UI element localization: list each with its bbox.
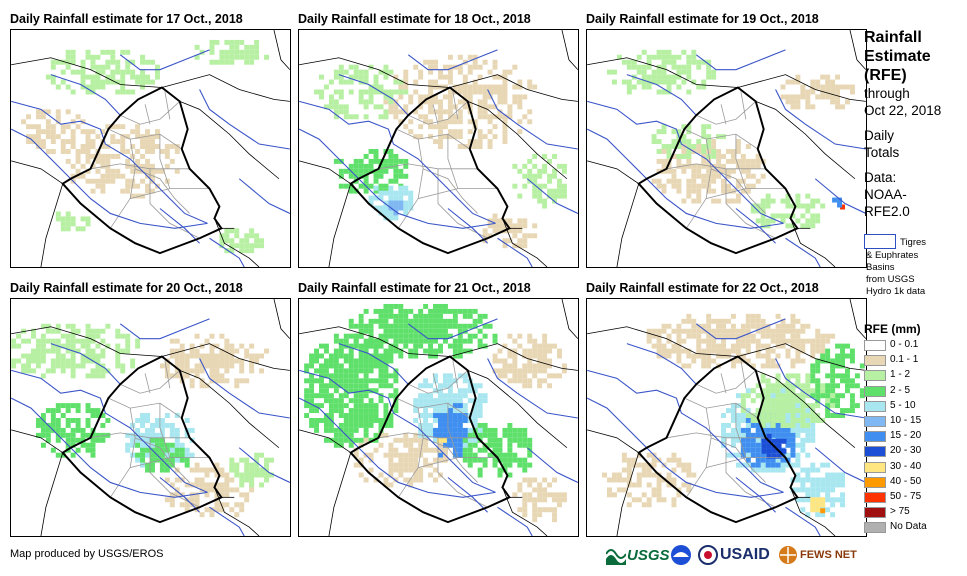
iraq-border bbox=[349, 355, 511, 524]
basin-text-1: Tigres bbox=[900, 237, 927, 248]
legend-label: 0.1 - 1 bbox=[890, 354, 919, 366]
legend-label: 5 - 10 bbox=[890, 399, 916, 411]
legend-label: No Data bbox=[890, 521, 927, 533]
iraq-border bbox=[637, 86, 799, 255]
legend-swatch bbox=[864, 522, 886, 534]
basin-swatch bbox=[864, 234, 896, 249]
iraq-border bbox=[61, 355, 223, 524]
panel-title-1: Daily Rainfall estimate for 17 Oct., 201… bbox=[10, 12, 243, 26]
legend-label: 30 - 40 bbox=[890, 460, 922, 472]
basin-lines bbox=[299, 318, 578, 536]
basin-text-3: Basins bbox=[866, 262, 895, 273]
legend-swatch bbox=[864, 431, 886, 443]
legend-label: > 75 bbox=[890, 506, 910, 518]
noaa-emblem-icon bbox=[671, 545, 691, 565]
province-boundaries bbox=[378, 360, 498, 508]
sidebar-through: through bbox=[864, 86, 910, 101]
basin-text-4: from USGS bbox=[866, 274, 915, 285]
legend-label: 10 - 15 bbox=[890, 415, 922, 426]
sidebar-title-2: Estimate bbox=[864, 48, 931, 65]
legend-label: 0 - 0.1 bbox=[890, 339, 919, 350]
noaa-logo bbox=[670, 542, 692, 568]
legend-title: RFE (mm) bbox=[864, 322, 921, 336]
rainfall-map-5 bbox=[298, 298, 579, 537]
iraq-border bbox=[637, 355, 799, 524]
usgs-logo: USGS bbox=[606, 542, 670, 568]
iraq-border bbox=[61, 86, 223, 255]
map-svg-6 bbox=[587, 299, 866, 536]
province-boundaries bbox=[90, 360, 210, 508]
usaid-logo-text: USAID bbox=[720, 546, 770, 563]
map-svg-5 bbox=[299, 299, 578, 536]
map-svg-3 bbox=[587, 30, 866, 267]
sidebar-noaa: NOAA- bbox=[864, 187, 907, 202]
usgs-logo-text: USGS bbox=[627, 546, 670, 564]
legend-label: 20 - 30 bbox=[890, 445, 922, 457]
sidebar-rfe: RFE2.0 bbox=[864, 204, 910, 219]
iraq-border bbox=[349, 86, 511, 255]
rainfall-field bbox=[21, 39, 269, 254]
legend-swatch bbox=[864, 492, 886, 503]
legend-swatch bbox=[864, 507, 886, 519]
fews-globe-icon bbox=[779, 546, 797, 564]
basin-lines bbox=[299, 49, 578, 267]
map-svg-4 bbox=[11, 299, 290, 536]
province-boundaries bbox=[90, 91, 210, 239]
basin-lines bbox=[11, 49, 290, 267]
sidebar-title-1: Rainfall bbox=[864, 29, 922, 46]
basin-text-5: Hydro 1k data bbox=[866, 286, 926, 297]
sidebar-totals: Totals bbox=[864, 145, 900, 160]
panel-title-4: Daily Rainfall estimate for 20 Oct., 201… bbox=[10, 281, 243, 295]
panel-title-5: Daily Rainfall estimate for 21 Oct., 201… bbox=[298, 281, 531, 295]
sidebar-date: Oct 22, 2018 bbox=[864, 103, 942, 118]
panel-title-6: Daily Rainfall estimate for 22 Oct., 201… bbox=[586, 281, 819, 295]
panel-title-2: Daily Rainfall estimate for 18 Oct., 201… bbox=[298, 12, 531, 26]
legend-label: 40 - 50 bbox=[890, 475, 922, 487]
legend-swatch bbox=[864, 476, 886, 488]
rainfall-field bbox=[607, 49, 855, 229]
panel-title-3: Daily Rainfall estimate for 19 Oct., 201… bbox=[586, 12, 819, 26]
legend-swatch bbox=[864, 461, 886, 473]
rainfall-field bbox=[304, 303, 567, 523]
usgs-mark-icon bbox=[606, 549, 626, 565]
rainfall-map-2 bbox=[298, 29, 579, 268]
usaid-logo: USAID bbox=[698, 542, 770, 568]
legend-label: 15 - 20 bbox=[890, 430, 922, 442]
legend-label: 2 - 5 bbox=[890, 384, 911, 396]
sidebar: Rainfall Estimate (RFE) through Oct 22, … bbox=[864, 28, 964, 220]
rainfall-map-3 bbox=[586, 29, 867, 268]
legend-swatch bbox=[864, 355, 886, 367]
legend-swatch bbox=[864, 446, 886, 458]
legend-swatch bbox=[864, 370, 886, 382]
rainfall-map-4 bbox=[10, 298, 291, 537]
legend-swatch bbox=[864, 400, 886, 412]
basin-lines bbox=[587, 49, 866, 267]
legend-swatch bbox=[864, 416, 886, 427]
fews-logo: FEWS NET bbox=[778, 542, 857, 568]
rainfall-map-6 bbox=[586, 298, 867, 537]
legend-label: 1 - 2 bbox=[890, 369, 911, 381]
legend-label: 50 - 75 bbox=[890, 491, 922, 502]
rainfall-map-1 bbox=[10, 29, 291, 268]
basin-lines bbox=[587, 318, 866, 536]
legend-swatch bbox=[864, 340, 886, 351]
province-boundaries bbox=[666, 360, 786, 508]
map-svg-2 bbox=[299, 30, 578, 267]
map-svg-1 bbox=[11, 30, 290, 267]
rainfall-field bbox=[11, 323, 274, 518]
rainfall-field bbox=[314, 54, 567, 249]
sidebar-data: Data: bbox=[864, 170, 897, 185]
basin-lines bbox=[11, 318, 290, 536]
province-boundaries bbox=[378, 91, 498, 239]
sidebar-daily: Daily bbox=[864, 128, 895, 143]
fews-logo-text: FEWS NET bbox=[800, 549, 857, 561]
province-boundaries bbox=[666, 91, 786, 239]
usaid-seal-icon bbox=[698, 545, 718, 565]
credit-text: Map produced by USGS/EROS bbox=[10, 548, 164, 560]
basin-text-2: & Euphrates bbox=[866, 250, 919, 261]
rainfall-field bbox=[602, 313, 865, 518]
legend-swatch bbox=[864, 385, 886, 397]
sidebar-title-3: (RFE) bbox=[864, 67, 907, 84]
